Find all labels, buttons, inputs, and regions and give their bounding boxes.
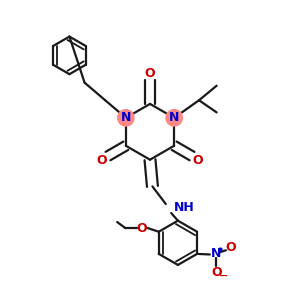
Text: O: O (211, 266, 222, 280)
Text: O: O (145, 67, 155, 80)
Text: N: N (121, 111, 131, 124)
Text: N: N (211, 248, 222, 260)
Text: O: O (226, 241, 236, 254)
Circle shape (166, 110, 182, 126)
Text: NH: NH (174, 200, 194, 214)
Text: −: − (218, 270, 228, 280)
Text: O: O (193, 154, 203, 167)
Text: O: O (136, 222, 147, 235)
Text: O: O (97, 154, 107, 167)
Circle shape (118, 110, 134, 126)
Text: N: N (169, 111, 179, 124)
